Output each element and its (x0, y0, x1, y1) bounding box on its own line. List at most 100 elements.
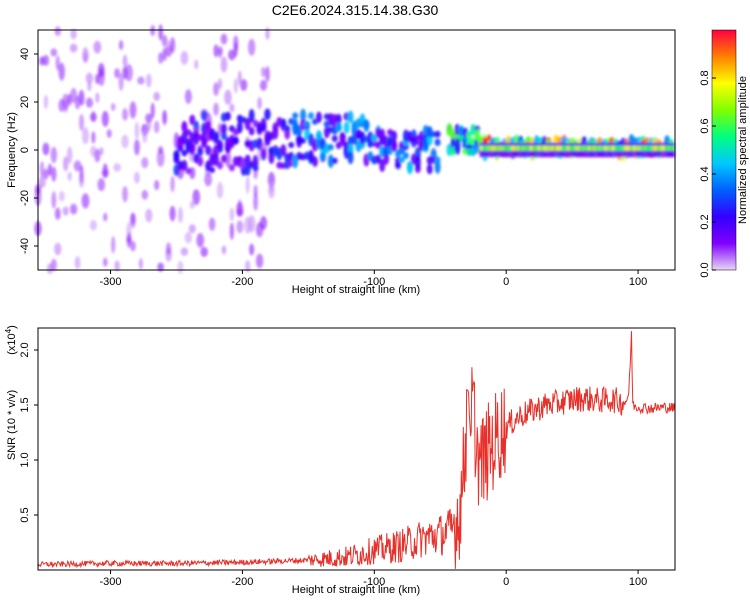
spectrogram-cell (253, 193, 258, 211)
spectrogram-cell (118, 73, 124, 91)
spectrogram-cell (280, 144, 287, 157)
spectrogram-band-core (643, 145, 646, 151)
spectrogram-band-core (519, 145, 522, 151)
x-tick-label: 100 (629, 576, 647, 588)
spectrogram-cell (208, 217, 216, 231)
spectrogram-x-ticks: -300 -200 -100 0 100 (100, 270, 647, 288)
spectrogram-cell (133, 139, 140, 156)
spectrogram-band-core (493, 145, 496, 151)
spectrogram-cell (78, 89, 85, 106)
spectrogram-band-core (561, 145, 564, 151)
spectrogram-cell (228, 134, 235, 149)
spectrogram-band-core (582, 145, 586, 151)
spectrogram-cell (217, 78, 223, 90)
colorbar-tick-label: 0.2 (699, 214, 711, 229)
snr-multiplier-exponent: 4 (4, 328, 13, 333)
spectrogram-cell (224, 150, 232, 168)
spectrogram-cell (91, 131, 96, 144)
spectrogram-cell (315, 111, 322, 123)
spectrogram-cell (130, 240, 136, 252)
spectrogram-band-core (566, 145, 570, 151)
snr-series-line (37, 331, 676, 569)
spectrogram-cell (331, 157, 338, 164)
spectrogram-cell (229, 222, 235, 240)
spectrogram-cell (300, 108, 307, 123)
spectrogram-band-core (529, 145, 533, 151)
spectrogram-band-core (635, 145, 638, 151)
spectrogram-cell (454, 137, 461, 152)
spectrogram-cell (426, 133, 433, 146)
spectrogram-cell (85, 72, 94, 84)
spectrogram-band-core (479, 145, 483, 151)
spectrogram-cell (248, 108, 255, 123)
spectrogram-cell (67, 171, 72, 182)
spectrogram-cell (216, 182, 224, 199)
snr-plot-area (38, 328, 675, 570)
spectrogram-band-core (574, 145, 578, 151)
spectrogram-cell (308, 112, 314, 120)
spectrogram-band-core (606, 145, 609, 151)
spectrogram-cell (261, 66, 266, 78)
spectrogram-cell (78, 170, 85, 188)
spectrogram-band-core (503, 145, 506, 151)
spectrogram-cell (280, 118, 287, 128)
spectrogram-cell (87, 81, 92, 92)
spectrogram-band-core (587, 145, 591, 151)
spectrogram-cell (58, 62, 65, 81)
spectrogram-cell (434, 156, 441, 164)
spectrogram-band-core (651, 145, 654, 151)
snr-panel: -300 -200 -100 0 100 0.5 1.0 1.5 2.0 Height of … (4, 325, 676, 596)
spectrogram-cell (145, 73, 152, 88)
spectrogram-cell (189, 167, 196, 180)
spectrogram-cell (62, 206, 69, 216)
spectrogram-cell (347, 151, 354, 165)
spectrogram-band-core (522, 145, 525, 151)
spectrogram-cell (399, 156, 405, 163)
spectrogram-band-core (672, 145, 675, 151)
spectrogram-cell (379, 128, 386, 142)
spectrogram-band-core (622, 145, 625, 151)
spectrogram-band-core (603, 145, 607, 151)
spectrogram-cell (209, 167, 216, 174)
spectrogram-cell (267, 171, 276, 188)
spectrogram-cell (284, 125, 291, 132)
spectrogram-cell (237, 70, 242, 85)
spectrogram-band-core (661, 145, 665, 151)
spectrogram-cell (240, 79, 248, 92)
spectrogram-cell (181, 120, 188, 133)
spectrogram-cell (169, 37, 176, 54)
spectrogram-cell (466, 131, 473, 138)
spectrogram-band-core (585, 145, 588, 151)
spectrogram-cell (252, 154, 259, 168)
spectrogram-cell (224, 111, 231, 121)
spectrogram-band-core (593, 145, 596, 151)
spectrogram-cell (260, 148, 267, 159)
spectrogram-band-core (624, 145, 628, 151)
spectrogram-band-core (667, 145, 670, 151)
spectrogram-band-core (532, 145, 535, 151)
spectrogram-cell (141, 189, 149, 200)
spectrogram-cell (217, 122, 223, 136)
spectrogram-cell (78, 114, 85, 131)
spectrogram-cell (154, 179, 160, 191)
spectrogram-cell (327, 154, 334, 168)
spectrogram-cell (217, 161, 223, 170)
spectrogram-cell (150, 25, 156, 36)
spectrogram-cell (177, 260, 184, 274)
spectrogram-cell (157, 262, 164, 272)
spectrogram-cell (434, 159, 441, 174)
spectrogram-band-core (595, 145, 599, 151)
spectrogram-cell (66, 146, 73, 164)
spectrogram-band-core (659, 145, 662, 151)
colorbar: 0.0 0.2 0.4 0.6 0.8 Normalized spectral ampl… (699, 29, 749, 278)
spectrogram-band-core (527, 145, 530, 151)
spectrogram-cell (180, 247, 189, 256)
spectrogram-cell (224, 89, 232, 105)
spectrogram-band-core (609, 145, 612, 151)
y-tick-label: -40 (19, 238, 31, 254)
colorbar-tick-label: 0.6 (699, 118, 711, 133)
spectrogram-cell (69, 203, 78, 215)
spectrogram-cell (224, 144, 231, 152)
spectrogram-cell (244, 154, 251, 165)
spectrogram-cell (62, 156, 69, 172)
